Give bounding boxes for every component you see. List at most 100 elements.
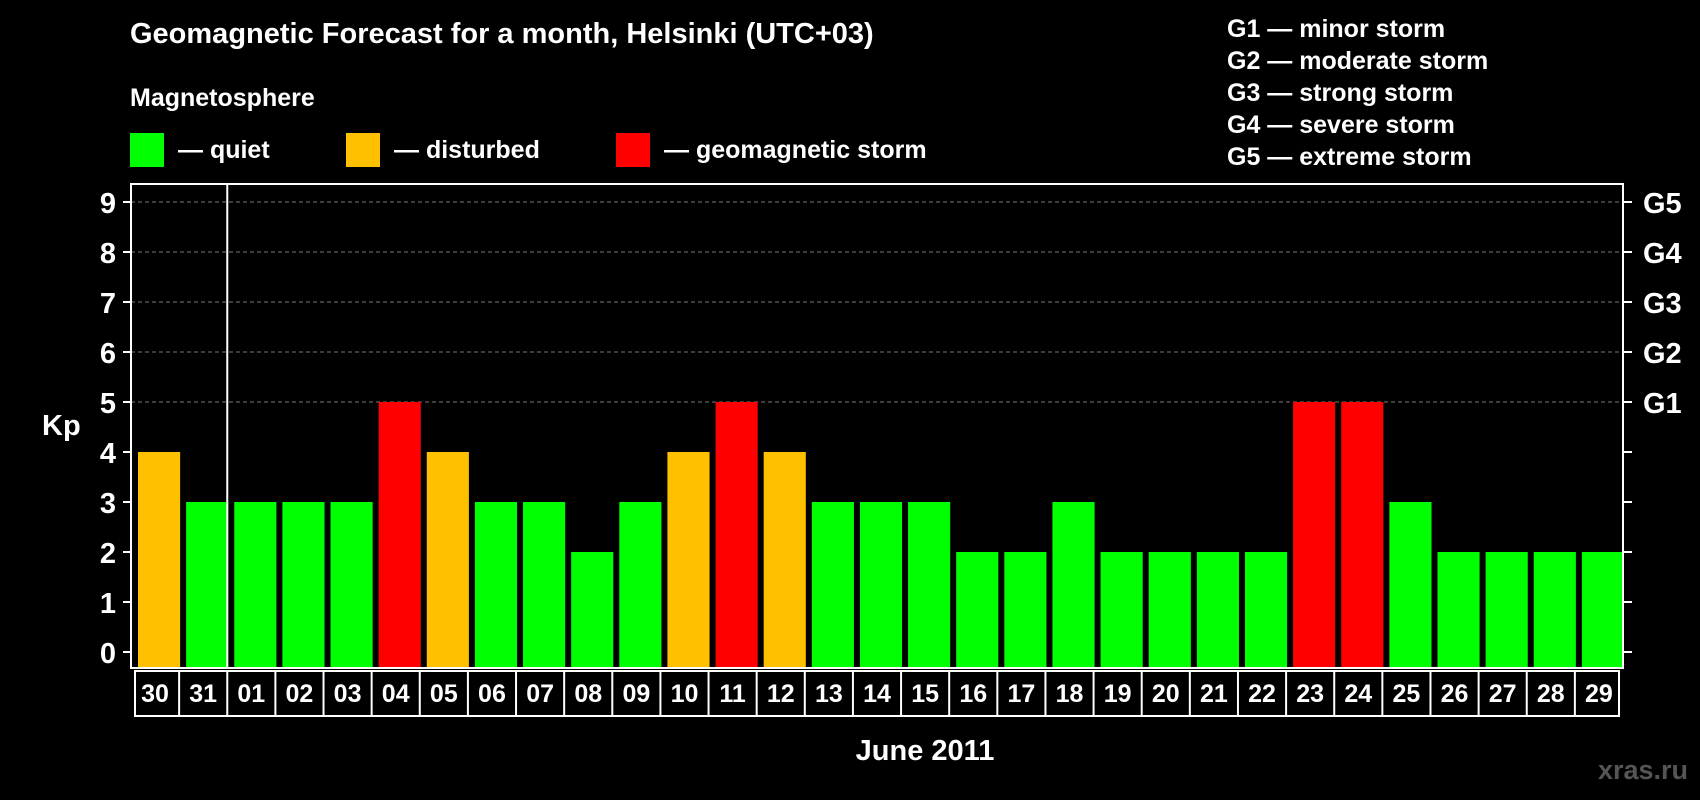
storm-level-g1: G1 — minor storm: [1227, 15, 1446, 43]
x-tick-label-26: 26: [1441, 680, 1469, 708]
storm-level-g5: G5 — extreme storm: [1227, 143, 1472, 171]
bar-day-28: [1533, 552, 1576, 668]
storm-scale-legend: G1 — minor storm G2 — moderate storm G3 …: [1227, 13, 1488, 173]
right-tick-label-g2: G2: [1643, 338, 1682, 370]
bar-day-25: [1389, 502, 1432, 668]
right-tick-label-g4: G4: [1643, 238, 1682, 270]
y-tick-label-5: 5: [100, 388, 116, 420]
bar-day-17: [1004, 552, 1047, 668]
x-tick-label-25: 25: [1393, 680, 1421, 708]
storm-label: — geomagnetic storm: [664, 135, 927, 164]
bar-day-08: [571, 552, 614, 668]
bar-day-11: [715, 402, 758, 668]
x-tick-label-01: 01: [237, 680, 265, 708]
y-axis-title: Kp: [42, 410, 81, 442]
right-tick-label-g3: G3: [1643, 288, 1682, 320]
quiet-label: — quiet: [178, 135, 270, 164]
bar-day-24: [1341, 402, 1384, 668]
chart-title: Geomagnetic Forecast for a month, Helsin…: [130, 18, 874, 50]
bar-day-12: [763, 452, 806, 668]
x-tick-label-04: 04: [382, 680, 410, 708]
y-tick-label-2: 2: [100, 538, 116, 570]
x-tick-label-10: 10: [671, 680, 699, 708]
bar-day-13: [811, 502, 854, 668]
y-tick-label-9: 9: [100, 188, 116, 220]
storm-level-g4: G4 — severe storm: [1227, 111, 1455, 139]
watermark: xras.ru: [1597, 755, 1688, 785]
x-tick-label-31: 31: [189, 680, 217, 708]
y-tick-label-0: 0: [100, 638, 116, 670]
x-tick-label-30: 30: [141, 680, 169, 708]
disturbed-swatch: [346, 133, 380, 167]
bar-day-03: [330, 502, 373, 668]
disturbed-label: — disturbed: [394, 135, 540, 164]
right-tick-label-g1: G1: [1643, 388, 1682, 420]
x-tick-label-23: 23: [1296, 680, 1324, 708]
bar-day-19: [1100, 552, 1143, 668]
x-tick-label-20: 20: [1152, 680, 1180, 708]
y-tick-label-4: 4: [100, 438, 116, 470]
bar-day-29: [1581, 552, 1624, 668]
x-tick-label-11: 11: [719, 680, 746, 708]
bar-day-31: [186, 502, 229, 668]
legend-storm: — geomagnetic storm: [616, 133, 927, 167]
x-tick-label-19: 19: [1104, 680, 1132, 708]
x-tick-label-18: 18: [1056, 680, 1084, 708]
storm-swatch: [616, 133, 650, 167]
x-tick-label-22: 22: [1248, 680, 1276, 708]
bar-day-09: [619, 502, 662, 668]
bar-day-06: [474, 502, 518, 668]
legend-disturbed: — disturbed: [346, 133, 540, 167]
x-tick-label-03: 03: [334, 680, 362, 708]
bar-day-23: [1293, 402, 1336, 668]
bar-day-10: [667, 452, 710, 668]
bar-day-14: [859, 502, 903, 668]
bar-day-01: [234, 502, 277, 668]
legend-quiet: — quiet: [130, 133, 270, 167]
x-tick-label-15: 15: [911, 680, 939, 708]
bar-day-27: [1485, 552, 1528, 668]
bar-day-15: [908, 502, 951, 668]
bar-day-20: [1148, 552, 1191, 668]
x-tick-label-09: 09: [622, 680, 650, 708]
bar-day-21: [1196, 552, 1239, 668]
x-tick-label-02: 02: [286, 680, 314, 708]
bar-day-18: [1052, 502, 1095, 668]
x-axis-title: June 2011: [855, 735, 995, 767]
bar-day-05: [426, 452, 469, 668]
y-tick-label-8: 8: [100, 238, 116, 270]
bar-day-26: [1437, 552, 1480, 668]
legend-heading: Magnetosphere: [130, 84, 315, 112]
y-tick-label-7: 7: [100, 288, 116, 320]
x-tick-label-27: 27: [1489, 680, 1517, 708]
y-tick-label-3: 3: [100, 488, 116, 520]
x-tick-label-07: 07: [526, 680, 554, 708]
x-tick-label-28: 28: [1537, 680, 1565, 708]
x-tick-label-05: 05: [430, 680, 458, 708]
bar-day-30: [138, 452, 181, 668]
plot-frame: [130, 183, 1624, 669]
y-tick-label-1: 1: [100, 588, 116, 620]
x-label-box: [134, 670, 1620, 717]
right-tick-label-g5: G5: [1643, 188, 1682, 220]
x-tick-label-16: 16: [959, 680, 987, 708]
x-tick-label-14: 14: [863, 680, 891, 708]
x-tick-label-06: 06: [478, 680, 506, 708]
bar-day-07: [523, 502, 566, 668]
x-tick-label-24: 24: [1344, 680, 1372, 708]
x-tick-label-08: 08: [574, 680, 602, 708]
x-tick-label-13: 13: [815, 680, 843, 708]
storm-level-g3: G3 — strong storm: [1227, 79, 1454, 107]
bar-day-16: [956, 552, 999, 668]
x-tick-label-17: 17: [1007, 680, 1035, 708]
y-tick-label-6: 6: [100, 338, 116, 370]
quiet-swatch: [130, 133, 164, 167]
x-tick-label-29: 29: [1585, 680, 1613, 708]
bar-day-22: [1244, 552, 1288, 668]
bar-day-04: [378, 402, 421, 668]
bar-day-02: [282, 502, 325, 668]
storm-level-g2: G2 — moderate storm: [1227, 47, 1489, 75]
x-tick-label-21: 21: [1200, 680, 1228, 708]
x-tick-label-12: 12: [767, 680, 795, 708]
